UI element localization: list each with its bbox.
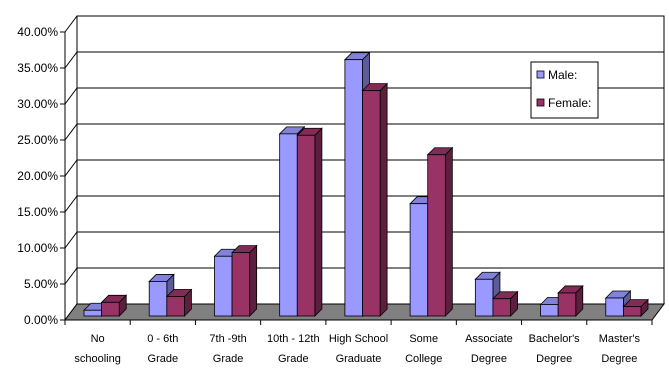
- bar-female: [231, 244, 258, 317]
- side-wall-gridline: [64, 15, 78, 33]
- x-category-label-line: Bachelor's: [529, 333, 581, 345]
- x-category-label: 10th - 12th Grade: [267, 333, 320, 365]
- bar-side-face: [379, 82, 388, 317]
- bar-female: [361, 82, 389, 317]
- x-category-label: Some College: [405, 333, 442, 365]
- x-category-label: Associate Degree: [465, 333, 513, 365]
- x-category-label-line: Associate: [465, 333, 513, 345]
- x-category-label-line: No: [91, 333, 105, 345]
- side-wall-gridline: [64, 87, 78, 105]
- x-category-label-line: Master's: [599, 333, 641, 345]
- bar-front-face: [296, 134, 316, 317]
- y-tick-label: 0.00%: [24, 313, 58, 327]
- x-category-label: 7th -9th Grade: [209, 333, 246, 365]
- x-category-label: Master's Degree: [599, 333, 641, 365]
- axes: [60, 31, 653, 325]
- bar-front-face: [362, 90, 381, 317]
- bar-side-face: [249, 244, 258, 317]
- side-wall-gridline: [64, 51, 78, 69]
- bar-front-face: [148, 281, 168, 317]
- bar-front-face: [279, 133, 298, 317]
- x-category-label-line: Some: [409, 333, 438, 345]
- bar-side-face: [444, 146, 453, 317]
- y-tick-label: 40.00%: [17, 25, 58, 39]
- bar-female: [557, 284, 584, 317]
- x-category-label-line: Degree: [471, 353, 507, 365]
- y-tick-label: 20.00%: [17, 169, 58, 183]
- bar-front-face: [214, 255, 233, 317]
- bar-front-face: [231, 252, 251, 317]
- bar-front-face: [427, 154, 446, 317]
- bar-front-face: [605, 297, 624, 317]
- x-category-label-line: Grade: [213, 353, 244, 365]
- bars: [83, 51, 649, 317]
- bar-front-face: [557, 292, 577, 317]
- legend-label-male: Male:: [548, 68, 577, 82]
- y-tick-label: 5.00%: [24, 277, 58, 291]
- bar-front-face: [492, 298, 511, 317]
- bar-front-face: [474, 278, 494, 317]
- bar-front-face: [166, 296, 185, 317]
- side-wall-gridline: [64, 267, 78, 285]
- legend-label-female: Female:: [548, 96, 591, 110]
- legend-swatch-male: [536, 70, 545, 79]
- x-category-label: High School Graduate: [329, 333, 388, 365]
- y-tick-label: 35.00%: [17, 61, 58, 75]
- x-category-label-line: Graduate: [336, 353, 382, 365]
- bar-front-face: [83, 309, 103, 317]
- bar-female: [426, 146, 454, 317]
- y-tick-label: 25.00%: [17, 133, 58, 147]
- bar-front-face: [540, 304, 559, 317]
- bar-side-face: [314, 127, 323, 317]
- x-category-label: No schooling: [74, 333, 120, 365]
- x-category-label-line: schooling: [74, 353, 120, 365]
- side-wall-gridline: [64, 123, 78, 141]
- y-axis-tick-labels: 0.00% 5.00% 10.00% 15.00% 20.00% 25.00% 30.00%…: [17, 25, 58, 327]
- bar-female: [165, 288, 193, 317]
- y-tick-label: 10.00%: [17, 241, 58, 255]
- bar-front-face: [344, 59, 363, 317]
- bar-front-face: [101, 301, 120, 317]
- x-category-label-line: Grade: [278, 353, 309, 365]
- x-category-label-line: Degree: [536, 353, 572, 365]
- x-category-label-line: High School: [329, 333, 388, 345]
- x-category-label: Bachelor's Degree: [529, 333, 581, 365]
- y-tick-label: 15.00%: [17, 205, 58, 219]
- x-category-label-line: 10th - 12th: [267, 333, 320, 345]
- x-category-label-line: 0 - 6th: [147, 333, 178, 345]
- y-tick-label: 30.00%: [17, 97, 58, 111]
- side-wall-gridline: [64, 195, 78, 213]
- x-category-label-line: 7th -9th: [209, 333, 246, 345]
- legend: Male: Female:: [530, 61, 599, 119]
- bar-female: [491, 290, 519, 317]
- bar-female: [622, 298, 649, 317]
- x-category-label-line: College: [405, 353, 442, 365]
- x-category-label: 0 - 6th Grade: [147, 333, 178, 365]
- bar-front-face: [622, 306, 642, 317]
- bar-female: [100, 294, 128, 317]
- side-wall-gridline: [64, 159, 78, 177]
- x-category-label-line: Degree: [601, 353, 637, 365]
- bar-female: [296, 127, 323, 317]
- x-category-label-line: Grade: [148, 353, 179, 365]
- side-wall-gridline: [64, 231, 78, 249]
- bar-front-face: [409, 203, 429, 317]
- legend-swatch-female: [536, 98, 545, 107]
